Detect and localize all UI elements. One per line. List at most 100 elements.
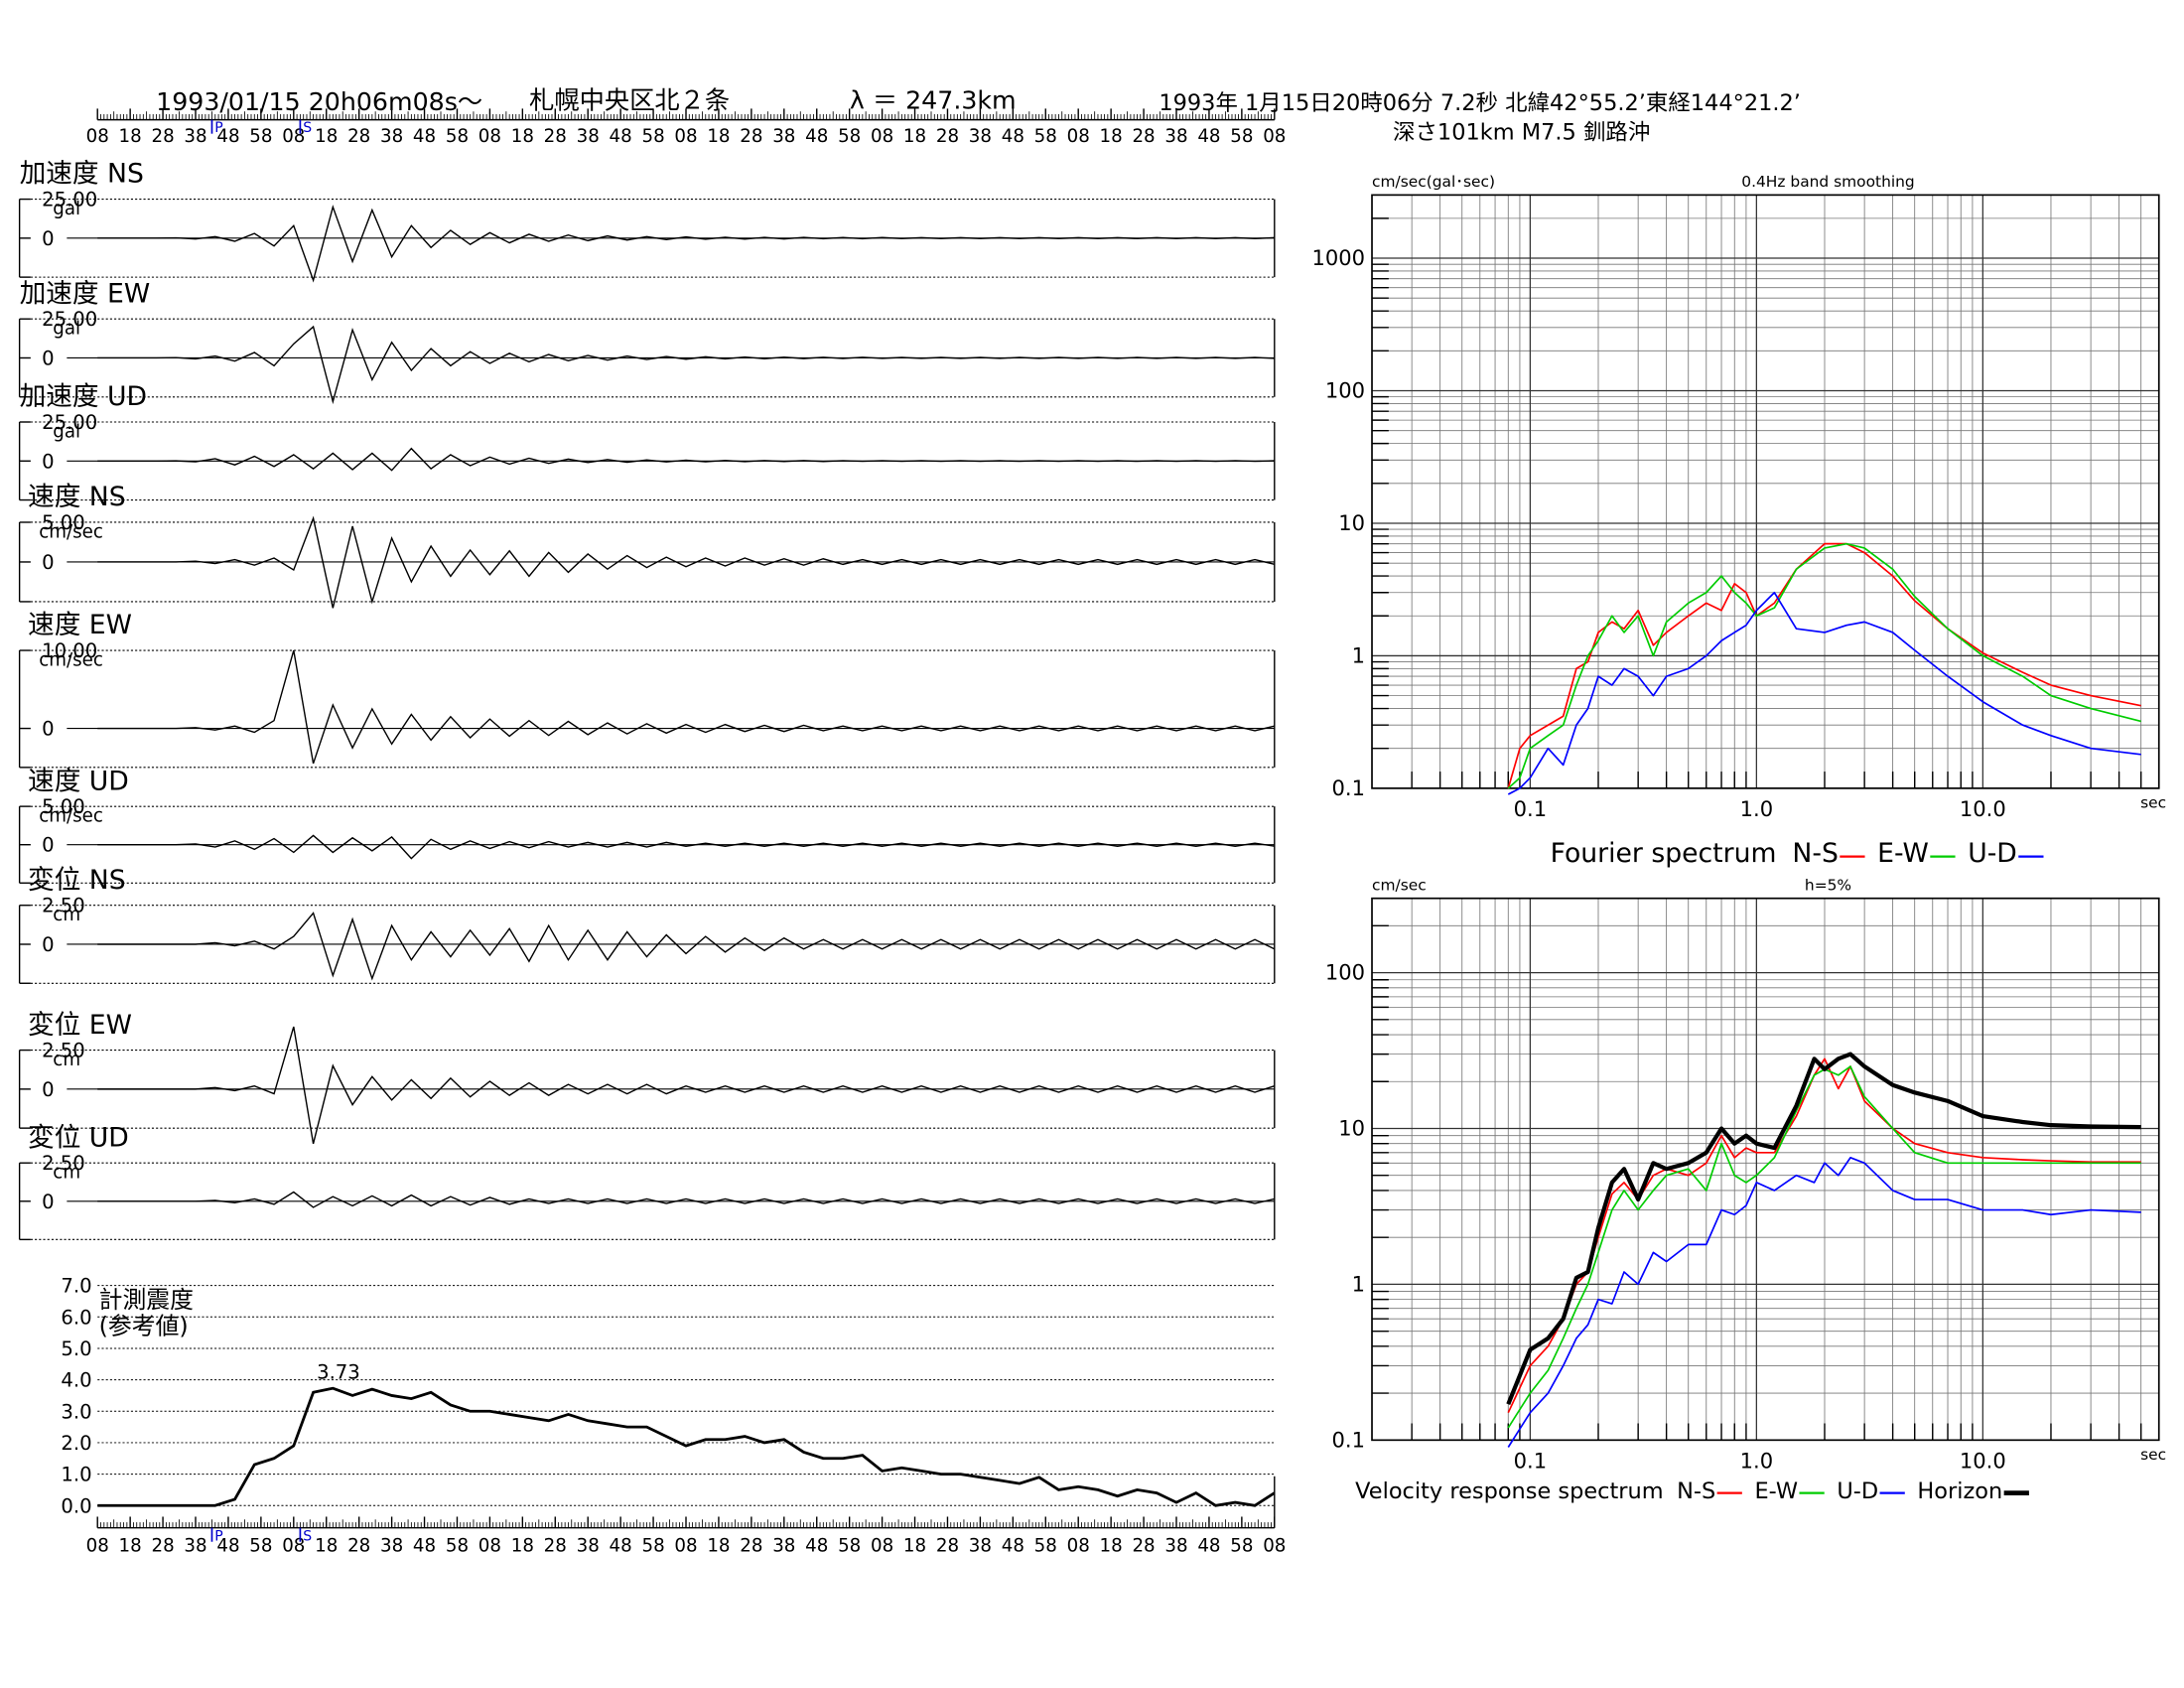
legend-title: Fourier spectrum (1551, 838, 1777, 869)
legend-label: E-W (1877, 838, 1929, 869)
x-tick-label: 18 (119, 126, 142, 147)
x-tick-label: 08 (478, 1536, 501, 1557)
x-tick-label: 58 (446, 1536, 469, 1557)
x-tick-label: 18 (707, 126, 730, 147)
trace-label: 加速度 NS (20, 159, 144, 190)
x-tick-label: 28 (347, 1536, 370, 1557)
y-tick-label: 0.0 (61, 1494, 91, 1517)
event-info: 1993年 1月15日20時06分 7.2秒 北緯42°55.2’東経144°2… (1159, 90, 1801, 116)
x-tick-label: 1.0 (1740, 1448, 1773, 1473)
x-tick-label: 28 (936, 1536, 959, 1557)
waveform (97, 1191, 1275, 1208)
x-tick-label: 08 (86, 1536, 109, 1557)
x-tick-label: 58 (1034, 1536, 1057, 1557)
x-tick-label: 28 (936, 126, 959, 147)
x-tick-label: 18 (707, 1536, 730, 1557)
y-tick-label: 0 (42, 1078, 55, 1101)
x-tick-label: 38 (184, 126, 206, 147)
waveform (97, 912, 1276, 981)
trace-label: 速度 EW (28, 610, 132, 640)
spectrum-line (1507, 591, 2141, 795)
y-tick-label: 6.0 (61, 1306, 91, 1329)
x-tick-label: 08 (478, 126, 501, 147)
x-tick-label: 38 (380, 126, 403, 147)
x-tick-label: 58 (641, 126, 664, 147)
waveform (97, 515, 1275, 609)
y-tick-label: 10 (1338, 510, 1365, 535)
y-tick-label: 100 (1325, 960, 1365, 985)
phase-label: S (303, 120, 312, 136)
x-tick-label: 48 (216, 1536, 239, 1557)
unit-label: cm (53, 905, 80, 925)
y-tick-label: 10 (1338, 1116, 1365, 1141)
x-tick-label: 08 (1263, 1536, 1286, 1557)
plot-frame (1371, 194, 2160, 789)
x-tick-label: 18 (511, 1536, 534, 1557)
x-tick-label: 38 (772, 1536, 795, 1557)
x-tick-label: 48 (413, 126, 436, 147)
unit-label: cm/sec (39, 521, 103, 542)
legend-label: U-D (1837, 1478, 1878, 1504)
y-tick-label: 0 (42, 347, 55, 369)
spectrum-line (1506, 1052, 2141, 1405)
x-tick-label: 48 (216, 126, 239, 147)
y-tick-label: 2.50 (42, 1152, 85, 1175)
x-tick-label: 58 (838, 126, 861, 147)
intensity-line (97, 1386, 1276, 1507)
y-tick-label: 2.50 (42, 895, 85, 917)
y-tick-label: 5.0 (61, 1337, 91, 1360)
x-tick-label: 48 (1197, 126, 1220, 147)
y-tick-label: 1 (1352, 642, 1365, 667)
y-tick-label: 1 (1352, 1271, 1365, 1296)
trace-label: 加速度 EW (20, 278, 151, 309)
y-tick-label: 100 (1325, 378, 1365, 403)
x-axis-label: sec (2140, 1446, 2166, 1464)
x-tick-label: 0.1 (1514, 1448, 1547, 1473)
waveform (97, 205, 1275, 283)
x-tick-label: 58 (1034, 126, 1057, 147)
x-tick-label: 28 (544, 1536, 567, 1557)
note: h=5% (1805, 876, 1851, 894)
waveform (97, 325, 1275, 405)
waveform (97, 649, 1275, 765)
phase-label: P (214, 120, 222, 136)
plot-frame (1371, 897, 2160, 1442)
x-tick-label: 28 (1132, 126, 1155, 147)
x-tick-label: 38 (184, 1536, 206, 1557)
waveform (97, 447, 1275, 472)
x-tick-label: 38 (577, 1536, 600, 1557)
note: 0.4Hz band smoothing (1741, 173, 1914, 191)
phase-label: P (214, 1528, 222, 1544)
y-tick-label: 0 (42, 227, 55, 250)
x-tick-label: 10.0 (1960, 1448, 2006, 1473)
waveform (97, 834, 1275, 860)
unit-label: cm/sec (39, 806, 103, 827)
legend-label: U-D (1968, 838, 2017, 869)
x-tick-label: 58 (838, 1536, 861, 1557)
station: 札幌中央区北２条 (529, 85, 730, 114)
unit-label: cm (53, 1163, 80, 1184)
spectrum-line (1507, 542, 2141, 789)
peak-label: 3.73 (317, 1360, 360, 1383)
y-tick-label: 0 (42, 933, 55, 956)
unit-label: gal (53, 199, 80, 219)
y-tick-label: 2.50 (42, 1040, 85, 1062)
y-tick-label: 5.00 (42, 511, 85, 534)
x-tick-label: 28 (740, 126, 762, 147)
x-tick-label: 18 (903, 126, 926, 147)
x-tick-label: 38 (380, 1536, 403, 1557)
x-tick-label: 28 (151, 1536, 174, 1557)
x-tick-label: 38 (969, 126, 992, 147)
x-tick-label: 58 (249, 126, 272, 147)
x-tick-label: 1.0 (1740, 796, 1773, 821)
unit-label: cm (53, 1050, 80, 1070)
y-tick-label: 0 (42, 1191, 55, 1213)
trace-label: 変位 EW (28, 1010, 132, 1041)
x-tick-label: 0.1 (1514, 796, 1547, 821)
y-tick-label: 0.1 (1332, 775, 1365, 800)
x-tick-label: 18 (1100, 126, 1123, 147)
legend-title: Velocity response spectrum (1355, 1478, 1663, 1504)
trace-label: 変位 UD (28, 1122, 129, 1153)
y-tick-label: 4.0 (61, 1369, 91, 1392)
x-tick-label: 58 (1230, 126, 1253, 147)
